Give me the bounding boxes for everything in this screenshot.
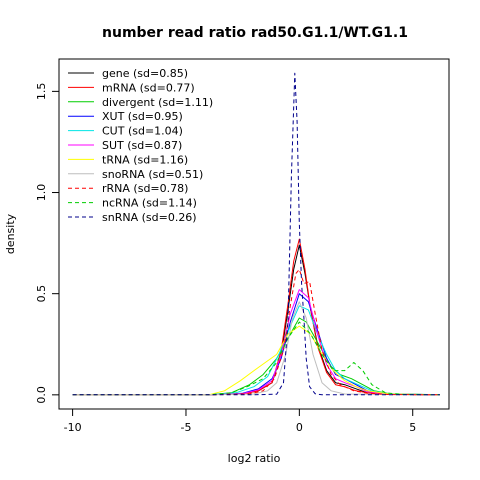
legend-label: rRNA (sd=0.78) [102, 182, 188, 195]
y-tick-label: 1.0 [35, 184, 48, 202]
series-line-10 [72, 72, 440, 396]
chart-title: number read ratio rad50.G1.1/WT.G1.1 [102, 25, 408, 41]
y-axis: 0.0 0.5 1.0 1.5 [35, 83, 60, 404]
legend-label: divergent (sd=1.11) [102, 96, 213, 109]
x-axis: -10 -5 0 5 [64, 408, 416, 434]
legend-label: ncRNA (sd=1.14) [102, 197, 197, 210]
x-axis-label: log2 ratio [228, 452, 281, 465]
series-line-5 [72, 289, 440, 396]
x-tick-label: -5 [180, 421, 191, 434]
legend-label: tRNA (sd=1.16) [102, 153, 188, 166]
series-line-8 [72, 268, 440, 396]
series-line-0 [72, 244, 440, 396]
y-tick-label: 0.5 [35, 285, 48, 303]
legend-label: snoRNA (sd=0.51) [102, 168, 203, 181]
series-line-6 [72, 325, 440, 396]
legend: gene (sd=0.85)mRNA (sd=0.77) divergent (s… [68, 67, 213, 224]
y-tick-label: 0.0 [35, 386, 48, 404]
series-line-2 [72, 317, 440, 396]
series-line-1 [72, 238, 440, 396]
legend-label: snRNA (sd=0.26) [102, 211, 197, 224]
legend-label: gene (sd=0.85) [102, 67, 188, 80]
series-line-4 [72, 305, 440, 396]
y-tick-label: 1.5 [35, 83, 48, 101]
series-lines [72, 72, 440, 396]
legend-label: mRNA (sd=0.77) [102, 81, 195, 94]
legend-label: CUT (sd=1.04) [102, 125, 183, 138]
x-tick-label: -10 [64, 421, 82, 434]
series-line-7 [72, 301, 440, 396]
x-tick-label: 0 [296, 421, 303, 434]
x-tick-label: 5 [409, 421, 416, 434]
series-line-3 [72, 293, 440, 396]
legend-label: SUT (sd=0.87) [102, 139, 182, 152]
legend-label: XUT (sd=0.95) [102, 110, 183, 123]
y-axis-label: density [4, 213, 17, 254]
series-line-9 [72, 321, 440, 396]
